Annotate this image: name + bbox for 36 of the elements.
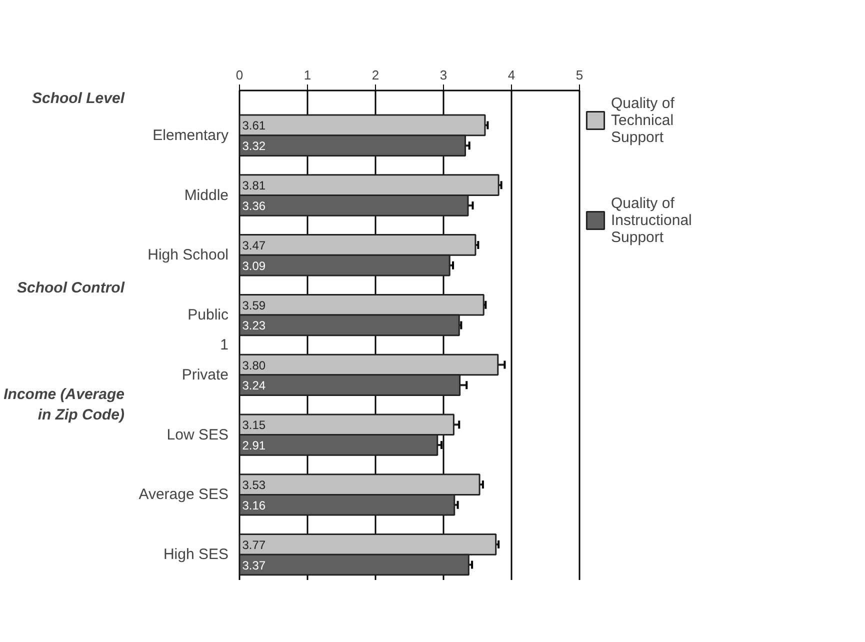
x-tick-label: 3: [440, 68, 448, 82]
data-label: 3.47: [242, 238, 266, 252]
y-tick-label: Public: [188, 306, 229, 324]
data-label: 2.91: [242, 438, 266, 452]
data-label: 3.15: [242, 418, 266, 432]
data-label: 3.16: [242, 498, 266, 512]
y-tick-label: Low SES: [166, 426, 229, 444]
text: School Level: [32, 90, 126, 107]
y-tick-label: Private: [182, 366, 229, 384]
data-label: 3.24: [242, 378, 266, 393]
x-tick-label: 1: [304, 68, 312, 82]
y-tick-label: Elementary: [152, 126, 229, 144]
y-tick-label: High SES: [163, 546, 229, 564]
data-label: 3.80: [242, 358, 266, 372]
text: 1: [220, 336, 228, 354]
text: School Control: [17, 280, 126, 297]
data-label: 3.09: [242, 258, 266, 273]
legend-label: Quality of Technical Support: [611, 94, 674, 148]
text: Income (Average in Zip Code): [4, 386, 125, 424]
y-tick-label: Middle: [184, 186, 228, 204]
data-label: 3.23: [242, 318, 266, 333]
y-tick-label: Average SES: [138, 486, 228, 504]
x-tick-label: 5: [576, 68, 584, 82]
data-label: 3.53: [242, 478, 266, 492]
data-label: 3.36: [242, 198, 266, 213]
x-tick-label: 4: [508, 68, 516, 82]
x-tick-label: 0: [236, 68, 244, 82]
data-label: 3.81: [242, 178, 266, 193]
x-tick-label: 2: [372, 68, 380, 82]
y-tick-label: High School: [148, 246, 229, 264]
data-label: 3.37: [242, 558, 266, 572]
data-label: 3.77: [242, 538, 266, 552]
data-label: 3.32: [242, 139, 266, 154]
data-label: 3.61: [242, 118, 266, 133]
data-label: 3.59: [242, 298, 266, 312]
legend-label: Quality of Instructional Support: [611, 194, 692, 248]
